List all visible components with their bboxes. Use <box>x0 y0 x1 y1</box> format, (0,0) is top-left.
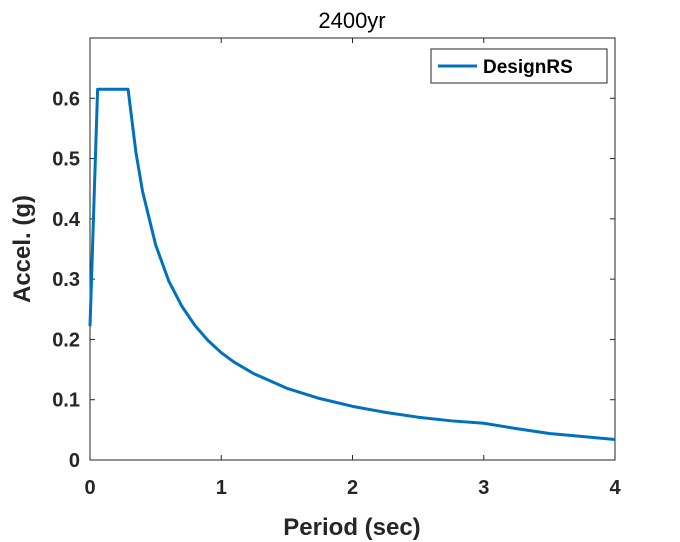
y-tick-label: 0.2 <box>52 329 80 351</box>
y-tick-labels: 0 0.1 0.2 0.3 0.4 0.5 0.6 <box>52 88 81 472</box>
y-tick-label: 0.4 <box>52 209 81 231</box>
legend-label-designrs: DesignRS <box>483 57 573 78</box>
y-tick-label: 0 <box>69 450 80 472</box>
tick-marks <box>89 38 616 461</box>
y-tick-label: 0.6 <box>52 88 80 110</box>
x-axis-label: Period (sec) <box>283 514 420 541</box>
legend: DesignRS <box>430 48 608 84</box>
plot-area <box>89 37 616 461</box>
y-axis-label: Accel. (g) <box>9 195 36 303</box>
x-tick-label: 1 <box>216 477 227 499</box>
x-tick-label: 3 <box>478 477 489 499</box>
chart-title: 2400yr <box>318 8 385 33</box>
x-tick-label: 0 <box>84 477 95 499</box>
y-tick-label: 0.5 <box>52 149 80 171</box>
x-tick-label: 4 <box>609 477 621 499</box>
series-line-designrs <box>88 87 616 441</box>
y-tick-label: 0.1 <box>52 390 80 412</box>
x-tick-label: 2 <box>347 477 358 499</box>
x-tick-labels: 0 1 2 3 4 <box>84 477 621 499</box>
y-tick-label: 0.3 <box>52 269 80 291</box>
